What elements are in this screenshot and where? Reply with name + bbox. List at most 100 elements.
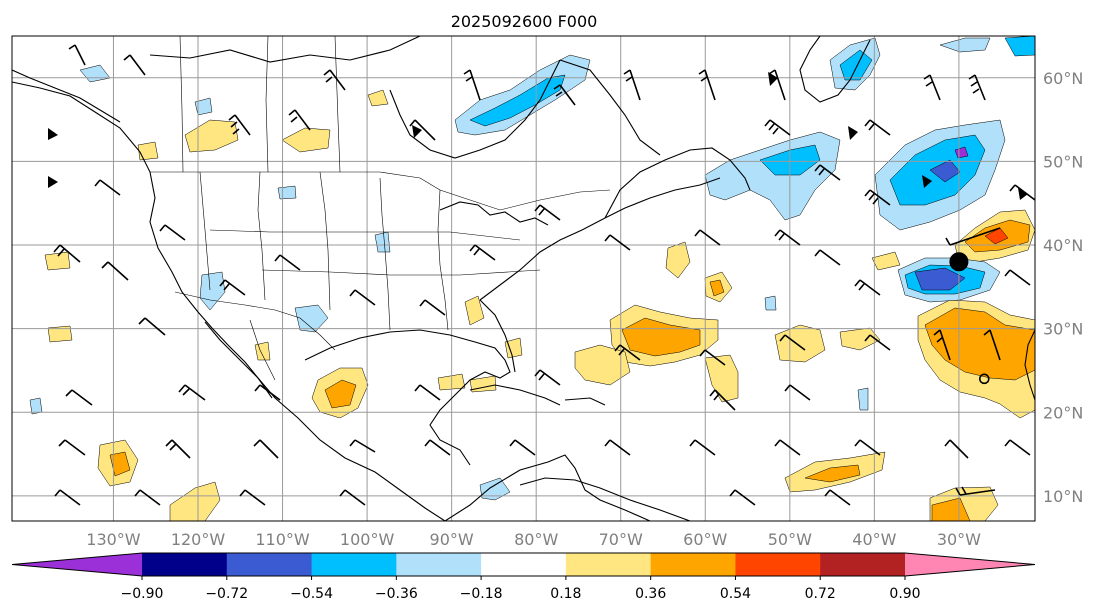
lon-tick-label: 60°W xyxy=(683,530,727,549)
map-title: 2025092600 F000 xyxy=(451,12,598,31)
wind-barb xyxy=(54,489,81,506)
wind-barb xyxy=(784,384,811,401)
wind-barb xyxy=(469,244,496,261)
coast-great-lakes xyxy=(439,201,549,226)
wind-pennant xyxy=(1018,188,1028,200)
wind-pennant xyxy=(412,125,422,138)
field-orange-atlantic-mid-2 xyxy=(709,279,725,297)
wind-barb xyxy=(814,164,841,181)
colorbar-tick-label: −0.90 xyxy=(121,586,164,602)
wind-barb xyxy=(729,489,756,506)
wind-barb xyxy=(414,384,441,401)
wind-barb xyxy=(288,109,311,131)
field-blue-baffin xyxy=(1004,36,1035,57)
coast-alaska xyxy=(12,69,121,123)
field-blue-hudson xyxy=(469,74,566,127)
wind-barb xyxy=(228,114,251,136)
wind-barb xyxy=(764,119,791,136)
colorbar-segment xyxy=(396,553,482,576)
wind-barb xyxy=(101,261,129,281)
coast-north-america-east xyxy=(444,454,651,521)
wind-barb xyxy=(864,119,891,136)
wind-barb xyxy=(509,439,536,456)
state-line-1 xyxy=(199,171,211,291)
coast-hispaniola xyxy=(564,397,606,406)
wind-barb xyxy=(138,317,166,336)
field-orange-gulf-mexico xyxy=(324,379,357,409)
colorbar-tick-label: 0.36 xyxy=(635,586,666,602)
wind-barb xyxy=(1004,439,1031,456)
map-area xyxy=(12,36,1035,521)
wind-barb xyxy=(463,69,481,101)
wind-barb xyxy=(1004,269,1031,286)
field-lightblue-baffin xyxy=(939,37,991,53)
lon-tick-label: 70°W xyxy=(599,530,643,549)
wind-pennant xyxy=(48,176,58,188)
colorbar-tick-label: 0.72 xyxy=(805,586,836,602)
colorbar-segment xyxy=(820,553,906,576)
state-line-5 xyxy=(437,189,449,331)
colorbar: −0.90 −0.72 −0.54 −0.36 −0.18 0.18 0.36 0.54 0.7… xyxy=(11,552,1036,602)
colorbar-tick-label: 0.54 xyxy=(720,586,751,602)
lat-tick-label: 60°N xyxy=(1043,69,1083,88)
field-purple-north-atlantic xyxy=(954,146,969,159)
wind-barb xyxy=(534,204,561,221)
lon-tick-label: 130°W xyxy=(86,530,141,549)
wind-barb xyxy=(824,489,851,506)
wind-barbs xyxy=(53,44,1035,506)
colorbar-segment xyxy=(481,553,567,576)
coast-north-america-west xyxy=(12,81,446,521)
colorbar-segment xyxy=(226,553,313,576)
wind-barb xyxy=(709,389,736,411)
field-lightblue-plains xyxy=(374,231,391,253)
lat-tick-label: 30°N xyxy=(1043,320,1083,339)
field-yellow-mexico xyxy=(254,341,271,361)
field-orange-west-coast xyxy=(44,251,71,271)
wind-barb xyxy=(219,279,246,296)
colorbar-tick-label: −0.72 xyxy=(205,586,248,602)
field-lightblue-bc xyxy=(194,97,213,116)
wind-pennants xyxy=(48,72,1028,200)
field-yellow-labrador xyxy=(137,141,159,161)
coast-us-east xyxy=(479,177,721,301)
field-yellow-caribbean-2 xyxy=(469,375,497,393)
us-mexico-border xyxy=(174,291,336,351)
wind-barb xyxy=(349,289,376,306)
field-lightblue-pacific xyxy=(29,397,43,415)
field-orange-far-south-east xyxy=(931,497,971,521)
colorbar-extend-low xyxy=(12,553,142,576)
coast-cuba xyxy=(469,384,561,406)
wind-barb xyxy=(774,229,801,246)
wind-barb xyxy=(419,299,446,316)
field-royal-north-atlantic xyxy=(929,159,961,183)
wind-barb xyxy=(933,329,951,361)
wind-barb xyxy=(239,489,266,506)
lon-tick-label: 30°W xyxy=(937,530,981,549)
field-yellow-canada-3 xyxy=(367,89,389,107)
field-lightblue-montana xyxy=(277,185,297,200)
wind-barb xyxy=(159,224,186,241)
wind-barb xyxy=(983,329,1001,361)
wind-barb xyxy=(274,254,301,271)
wind-barb xyxy=(94,179,121,196)
wind-barb xyxy=(814,249,841,266)
wind-barb xyxy=(854,279,881,296)
colorbar-tick-label: 0.90 xyxy=(889,586,920,602)
wind-barb xyxy=(614,344,641,361)
lat-tick-label: 20°N xyxy=(1043,403,1083,422)
colorbar-segment xyxy=(650,553,736,576)
coast-south-america xyxy=(519,477,691,521)
field-yellow-canada-2 xyxy=(281,127,331,153)
colorbar-segment xyxy=(735,553,821,576)
lon-tick-label: 110°W xyxy=(255,530,310,549)
open-circle-marker xyxy=(978,373,990,385)
wind-barb xyxy=(553,84,576,106)
canada-province-1 xyxy=(179,36,184,173)
state-line-2 xyxy=(257,171,266,301)
lon-tick-label: 90°W xyxy=(430,530,474,549)
positive-anomaly-fields xyxy=(44,89,1035,521)
wind-barb xyxy=(178,384,206,401)
state-borders xyxy=(150,36,611,381)
wind-barb xyxy=(604,439,631,456)
